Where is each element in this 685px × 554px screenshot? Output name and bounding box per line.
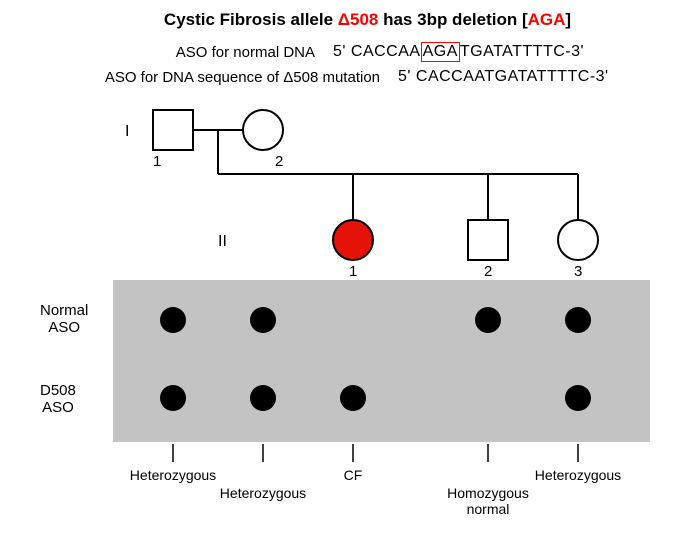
num-II2: 2	[484, 263, 492, 280]
genotype-0: Heterozygous	[130, 467, 216, 483]
title-post: ]	[565, 10, 571, 29]
dot-d508-col4	[565, 385, 591, 411]
aso-mut-row: ASO for DNA sequence of Δ508 mutation 5'…	[10, 68, 685, 86]
dot-d508-col2	[340, 385, 366, 411]
pedigree-female-II1-affected	[333, 220, 373, 260]
aso-mut-seq: 5' CACCAATGATATTTTC-3'	[398, 68, 609, 86]
dot-d508-col0	[160, 385, 186, 411]
aso-normal-seq: 5' CACCAAAGATGATATTTTC-3'	[333, 42, 584, 62]
seq-aga-box: AGA	[421, 42, 460, 62]
num-II1: 1	[349, 263, 357, 280]
num-I2: 2	[275, 153, 283, 170]
pedigree-diagram: Normal ASO D508 ASO III12123Heterozygous…	[10, 92, 675, 522]
pedigree-male-II2	[468, 220, 508, 260]
seq-post: TGATATTTTC-3'	[460, 43, 584, 61]
pedigree-female-I2	[243, 110, 283, 150]
gen-label-II: II	[218, 233, 227, 250]
aso-mut-label: ASO for DNA sequence of Δ508 mutation	[10, 69, 398, 86]
dot-normal-col3	[475, 307, 501, 333]
dot-d508-col1	[250, 385, 276, 411]
title-deletion: AGA	[528, 10, 566, 29]
gen-label-I: I	[125, 123, 129, 140]
row-label-d508: D508 ASO	[40, 382, 76, 417]
aso-normal-label: ASO for normal DNA	[10, 44, 333, 61]
genotype-3: Homozygous	[447, 485, 529, 501]
aso-normal-row: ASO for normal DNA 5' CACCAAAGATGATATTTT…	[10, 42, 685, 62]
title-pre: Cystic Fibrosis allele	[164, 10, 338, 29]
title-mid: has 3bp deletion [	[378, 10, 527, 29]
genotype-1: Heterozygous	[220, 485, 306, 501]
blot-background	[113, 280, 650, 442]
genotype-2: CF	[344, 467, 363, 483]
row-label-normal: Normal ASO	[40, 302, 88, 337]
pedigree-male-I1	[153, 110, 193, 150]
dot-normal-col4	[565, 307, 591, 333]
pedigree-female-II3	[558, 220, 598, 260]
num-II3: 3	[574, 263, 582, 280]
figure-title: Cystic Fibrosis allele Δ508 has 3bp dele…	[40, 10, 685, 30]
dot-normal-col0	[160, 307, 186, 333]
pedigree-svg: III12123HeterozygousHeterozygousCFHomozy…	[10, 92, 675, 522]
genotype-3: normal	[467, 501, 510, 517]
title-allele: Δ508	[338, 10, 379, 29]
num-I1: 1	[153, 153, 161, 170]
dot-normal-col1	[250, 307, 276, 333]
genotype-4: Heterozygous	[535, 467, 621, 483]
seq-pre: 5' CACCAA	[333, 43, 421, 61]
